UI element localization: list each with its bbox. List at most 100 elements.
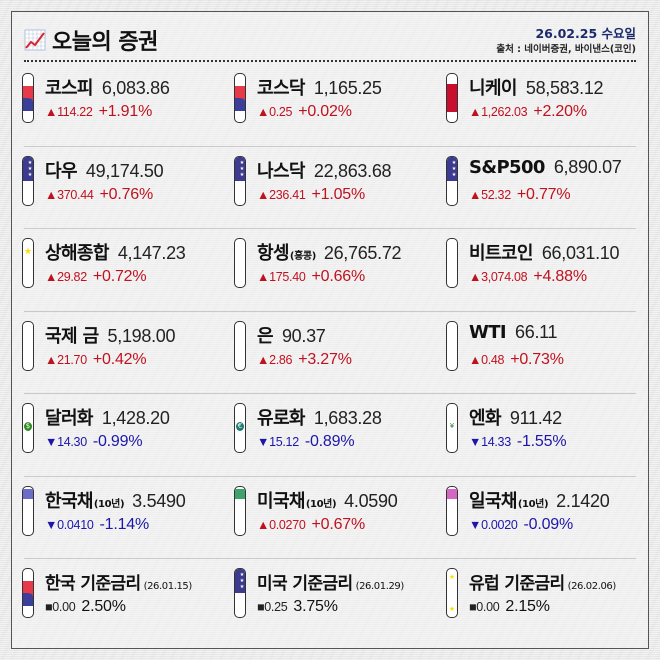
item-name: 미국 기준금리 bbox=[257, 574, 353, 594]
change-absolute: ▲2.86 bbox=[257, 352, 293, 367]
change-line: ▼15.12 -0.89% bbox=[257, 433, 355, 451]
name-line: 국제 금 5,198.00 bbox=[45, 322, 176, 348]
market-item: 국제 금 5,198.00 ▲21.70 +0.42% bbox=[12, 312, 224, 395]
item-value: 6,890.07 bbox=[553, 156, 622, 177]
name-line: 미국채 (10년) 4.0590 bbox=[257, 487, 398, 513]
us-flag-icon bbox=[22, 155, 34, 206]
change-percent: +0.76% bbox=[99, 185, 154, 203]
name-line: 비트코인 66,031.10 bbox=[469, 239, 620, 265]
change-absolute: ▼15.12 bbox=[257, 435, 299, 449]
item-name-sub: (10년) bbox=[305, 498, 337, 510]
change-percent: 2.15% bbox=[505, 598, 550, 615]
change-absolute: ■0.00 bbox=[469, 600, 500, 614]
name-line: 유로화 1,683.28 bbox=[257, 404, 382, 430]
item-name: WTI bbox=[469, 321, 507, 343]
name-line: 니케이 58,583.12 bbox=[469, 74, 604, 100]
change-line: ▼0.0410 -1.14% bbox=[45, 516, 149, 534]
dollar-bill-icon bbox=[22, 403, 34, 453]
item-name: 상해종합 bbox=[45, 243, 109, 264]
market-item: 니케이 58,583.12 ▲1,262.03 +2.20% bbox=[436, 64, 648, 147]
chart-up-icon bbox=[24, 29, 46, 51]
item-value: 4,147.23 bbox=[117, 243, 186, 263]
market-row: 한국채 (10년) 3.5490 ▼0.0410 -1.14% 미국채 (10년… bbox=[12, 477, 648, 560]
market-item: 미국 기준금리 (26.01.29) ■0.25 3.75% bbox=[224, 559, 436, 642]
market-row: 달러화 1,428.20 ▼14.30 -0.99% 유로화 1,683.28 … bbox=[12, 394, 648, 477]
name-line: WTI 66.11 bbox=[469, 321, 558, 343]
name-line: 한국 기준금리 (26.01.15) bbox=[45, 569, 192, 594]
item-name: 코스닥 bbox=[257, 78, 305, 99]
change-percent: 2.50% bbox=[81, 598, 126, 615]
row-divider bbox=[24, 558, 636, 559]
change-absolute: ■0.00 bbox=[45, 600, 76, 614]
name-line: 엔화 911.42 bbox=[469, 404, 562, 430]
change-absolute: ▲3,074.08 bbox=[469, 270, 528, 284]
hongkong-flag-icon bbox=[234, 238, 246, 288]
item-value: 49,174.50 bbox=[85, 160, 164, 181]
change-percent: +2.20% bbox=[533, 103, 587, 120]
market-row: 국제 금 5,198.00 ▲21.70 +0.42% 은 90.37 ▲2.8… bbox=[12, 312, 648, 395]
item-name: 엔화 bbox=[469, 408, 502, 429]
change-absolute: ▲52.32 bbox=[469, 187, 511, 202]
change-line: ▲175.40 +0.66% bbox=[257, 268, 365, 286]
market-summary-card: 오늘의 증권 26.02.25 수요일 출처 : 네이버증권, 바이낸스(코인)… bbox=[11, 11, 649, 649]
market-item: 일국채 (10년) 2.1420 ▼0.0020 -0.09% bbox=[436, 477, 648, 560]
name-line: 유럽 기준금리 (26.02.06) bbox=[469, 569, 616, 594]
item-name: 한국 기준금리 bbox=[45, 574, 141, 594]
korea-flag-icon bbox=[22, 73, 34, 123]
change-absolute: ▼14.33 bbox=[469, 435, 511, 449]
item-name: 국제 금 bbox=[45, 325, 99, 347]
market-item: 다우 49,174.50 ▲370.44 +0.76% bbox=[12, 147, 224, 230]
item-name: S&P500 bbox=[469, 156, 545, 178]
market-item: 나스닥 22,863.68 ▲236.41 +1.05% bbox=[224, 147, 436, 230]
eu-flag-icon bbox=[446, 568, 458, 618]
market-item: 상해종합 4,147.23 ▲29.82 +0.72% bbox=[12, 229, 224, 312]
change-line: ▲2.86 +3.27% bbox=[257, 351, 352, 369]
market-item: S&P500 6,890.07 ▲52.32 +0.77% bbox=[436, 147, 648, 230]
name-line: 한국채 (10년) 3.5490 bbox=[45, 487, 186, 513]
korea-flag-icon bbox=[234, 73, 246, 123]
name-line: 나스닥 22,863.68 bbox=[257, 157, 392, 183]
change-percent: +0.42% bbox=[92, 350, 147, 368]
item-name-sub: (10년) bbox=[93, 498, 125, 510]
change-percent: -0.99% bbox=[92, 433, 143, 450]
change-absolute: ▲21.70 bbox=[45, 352, 87, 367]
change-percent: +0.02% bbox=[298, 103, 352, 120]
change-line: ▲114.22 +1.91% bbox=[45, 103, 152, 121]
name-line: 코스피 6,083.86 bbox=[45, 74, 170, 100]
item-name: 달러화 bbox=[45, 408, 93, 429]
header-divider bbox=[24, 60, 636, 62]
change-absolute: ▲0.0270 bbox=[257, 517, 306, 532]
row-divider bbox=[24, 310, 636, 312]
item-value: 1,165.25 bbox=[313, 78, 382, 98]
market-item: WTI 66.11 ▲0.48 +0.73% bbox=[436, 312, 648, 395]
item-name: 일국채 bbox=[469, 490, 517, 512]
change-percent: +0.66% bbox=[311, 268, 366, 285]
change-percent: -1.55% bbox=[516, 433, 567, 450]
change-line: ▼14.30 -0.99% bbox=[45, 433, 143, 451]
name-line: 코스닥 1,165.25 bbox=[257, 74, 382, 100]
market-item: 한국 기준금리 (26.01.15) ■0.00 2.50% bbox=[12, 559, 224, 642]
change-percent: +0.72% bbox=[92, 268, 147, 285]
market-grid: 코스피 6,083.86 ▲114.22 +1.91% 코스닥 1,165.25… bbox=[12, 64, 648, 642]
name-line: 항셍 (홍콩) 26,765.72 bbox=[257, 239, 402, 265]
change-percent: +1.91% bbox=[98, 103, 153, 120]
change-line: ▲52.32 +0.77% bbox=[469, 186, 571, 204]
bitcoin-icon bbox=[446, 238, 458, 288]
item-name: 니케이 bbox=[469, 78, 517, 99]
item-value: 3.5490 bbox=[132, 490, 186, 511]
name-line: 일국채 (10년) 2.1420 bbox=[469, 487, 610, 513]
market-item: 항셍 (홍콩) 26,765.72 ▲175.40 +0.66% bbox=[224, 229, 436, 312]
change-line: ■0.00 2.50% bbox=[45, 598, 126, 616]
japan-bond-icon bbox=[446, 485, 458, 536]
header: 오늘의 증권 26.02.25 수요일 출처 : 네이버증권, 바이낸스(코인) bbox=[12, 12, 648, 64]
item-name: 나스닥 bbox=[257, 160, 305, 182]
row-divider bbox=[24, 393, 636, 394]
market-row: 다우 49,174.50 ▲370.44 +0.76% 나스닥 22,863.6… bbox=[12, 147, 648, 230]
item-value: 90.37 bbox=[281, 325, 326, 346]
item-name: 유럽 기준금리 bbox=[469, 574, 565, 594]
name-line: 다우 49,174.50 bbox=[45, 157, 164, 183]
change-line: ■0.00 2.15% bbox=[469, 598, 550, 616]
us-bond-icon bbox=[234, 485, 246, 536]
market-item: 유럽 기준금리 (26.02.06) ■0.00 2.15% bbox=[436, 559, 648, 642]
item-value: 66.11 bbox=[515, 321, 558, 342]
